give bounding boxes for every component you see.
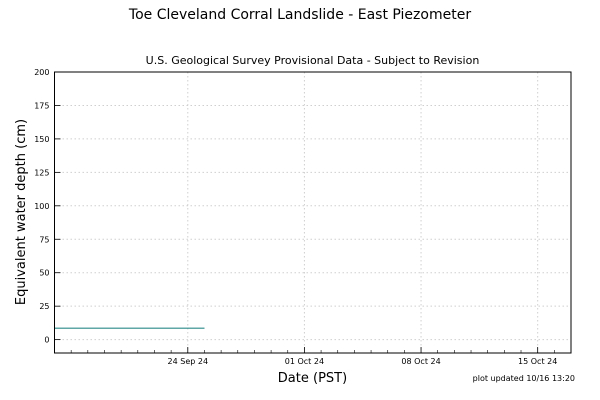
tick-layer: 0 25 50 75 100 125 150 175 200 24 Sep 24 01 Oct 24… (34, 68, 557, 366)
y-tick-label: 150 (34, 135, 49, 144)
plot-frame (54, 71, 572, 354)
chart-title: Toe Cleveland Corral Landslide - East Pi… (128, 7, 471, 23)
plot-updated-note: plot updated 10/16 13:20 (473, 374, 575, 383)
y-tick-label: 175 (34, 101, 49, 110)
y-tick-label: 100 (34, 202, 49, 211)
x-tick-label: 24 Sep 24 (168, 357, 209, 366)
y-tick-label: 25 (39, 302, 49, 311)
y-tick-label: 0 (44, 336, 49, 345)
grid-layer (54, 71, 571, 353)
chart-subtitle: U.S. Geological Survey Provisional Data … (146, 54, 480, 67)
x-tick-label: 01 Oct 24 (285, 357, 324, 366)
y-tick-label: 50 (39, 269, 49, 278)
x-axis-label: Date (PST) (278, 371, 347, 386)
x-tick-label: 08 Oct 24 (401, 357, 440, 366)
y-axis-label: Equivalent water depth (cm) (14, 119, 29, 305)
x-tick-label: 15 Oct 24 (518, 357, 557, 366)
y-tick-label: 200 (34, 68, 49, 77)
y-tick-label: 125 (34, 168, 49, 177)
y-tick-label: 75 (39, 235, 49, 244)
